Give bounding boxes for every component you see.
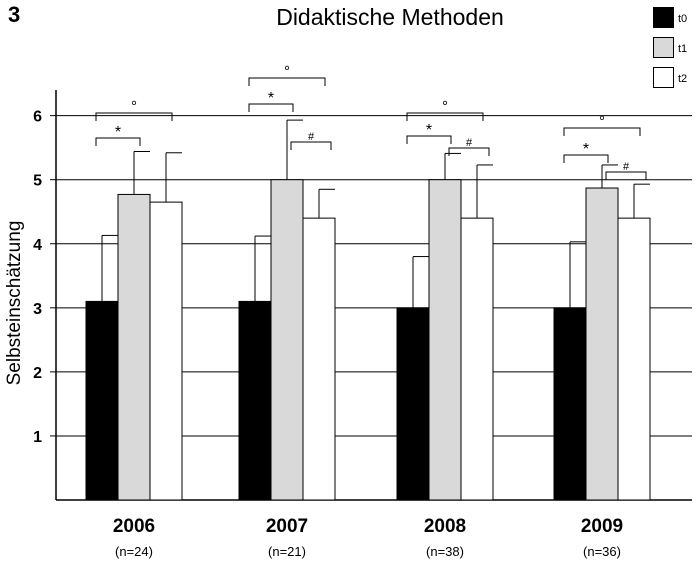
x-category-sublabel: (n=38) xyxy=(426,544,464,559)
legend: t0 t1 t2 xyxy=(653,6,687,96)
bar-t2-2008 xyxy=(460,217,494,501)
significance-bracket xyxy=(248,77,326,86)
significance-bracket xyxy=(95,137,141,146)
significance-bracket xyxy=(563,154,609,163)
legend-label-t0: t0 xyxy=(678,13,688,25)
y-tick-label: 4 xyxy=(33,237,42,254)
x-category-label: 2007 xyxy=(266,516,308,537)
y-axis-label: Selbsteinschätzung xyxy=(4,221,25,386)
significance-bracket xyxy=(605,171,647,180)
bar-t1-2007 xyxy=(270,179,304,501)
panel-number: 3 xyxy=(8,2,21,27)
legend-label-t2: t2 xyxy=(678,73,688,85)
bar-t1-2009 xyxy=(585,187,619,501)
significance-bracket xyxy=(290,141,332,150)
significance-bracket xyxy=(448,147,490,156)
y-tick-label: 1 xyxy=(33,429,42,446)
significance-marker: # xyxy=(466,137,473,149)
significance-marker: ° xyxy=(131,98,137,115)
significance-bracket xyxy=(563,127,641,136)
bar-t2-2007 xyxy=(302,217,336,501)
significance-marker: * xyxy=(426,122,432,139)
x-category-label: 2006 xyxy=(113,516,155,537)
legend-label-t1: t1 xyxy=(678,43,688,55)
bar-t1-2006 xyxy=(117,193,151,501)
y-tick-label: 2 xyxy=(33,365,42,382)
x-category-sublabel: (n=24) xyxy=(115,544,153,559)
significance-marker: * xyxy=(268,90,274,107)
significance-bracket xyxy=(406,112,484,121)
significance-marker: # xyxy=(308,131,315,143)
significance-marker: ° xyxy=(284,63,290,80)
significance-marker: ° xyxy=(599,113,605,130)
bar-t0-2007 xyxy=(238,300,272,501)
chart-title: Didaktische Methoden xyxy=(276,4,504,30)
bar-t0-2008 xyxy=(396,307,430,501)
x-category-sublabel: (n=21) xyxy=(268,544,306,559)
legend-item-t2: t2 xyxy=(653,66,687,88)
significance-marker: # xyxy=(623,161,630,173)
bar-t0-2006 xyxy=(85,300,119,501)
x-category-label: 2009 xyxy=(581,516,623,537)
bar-t0-2009 xyxy=(553,307,587,501)
x-category-label: 2008 xyxy=(424,516,466,537)
bar-t2-2009 xyxy=(617,217,651,501)
legend-swatch-t0 xyxy=(653,6,674,28)
bar-t2-2006 xyxy=(149,201,183,501)
y-tick-label: 3 xyxy=(33,301,42,318)
significance-marker: * xyxy=(583,141,589,158)
legend-swatch-t2 xyxy=(653,66,674,88)
significance-bracket xyxy=(95,112,173,121)
legend-item-t0: t0 xyxy=(653,6,687,28)
significance-marker: ° xyxy=(442,98,448,115)
x-category-sublabel: (n=36) xyxy=(583,544,621,559)
significance-bracket xyxy=(406,135,452,144)
significance-bracket xyxy=(248,103,294,112)
legend-swatch-t1 xyxy=(653,36,674,58)
y-tick-label: 5 xyxy=(33,173,42,190)
y-tick-label: 6 xyxy=(33,109,42,126)
significance-marker: * xyxy=(115,124,121,141)
bar-t1-2008 xyxy=(428,179,462,501)
legend-item-t1: t1 xyxy=(653,36,687,58)
